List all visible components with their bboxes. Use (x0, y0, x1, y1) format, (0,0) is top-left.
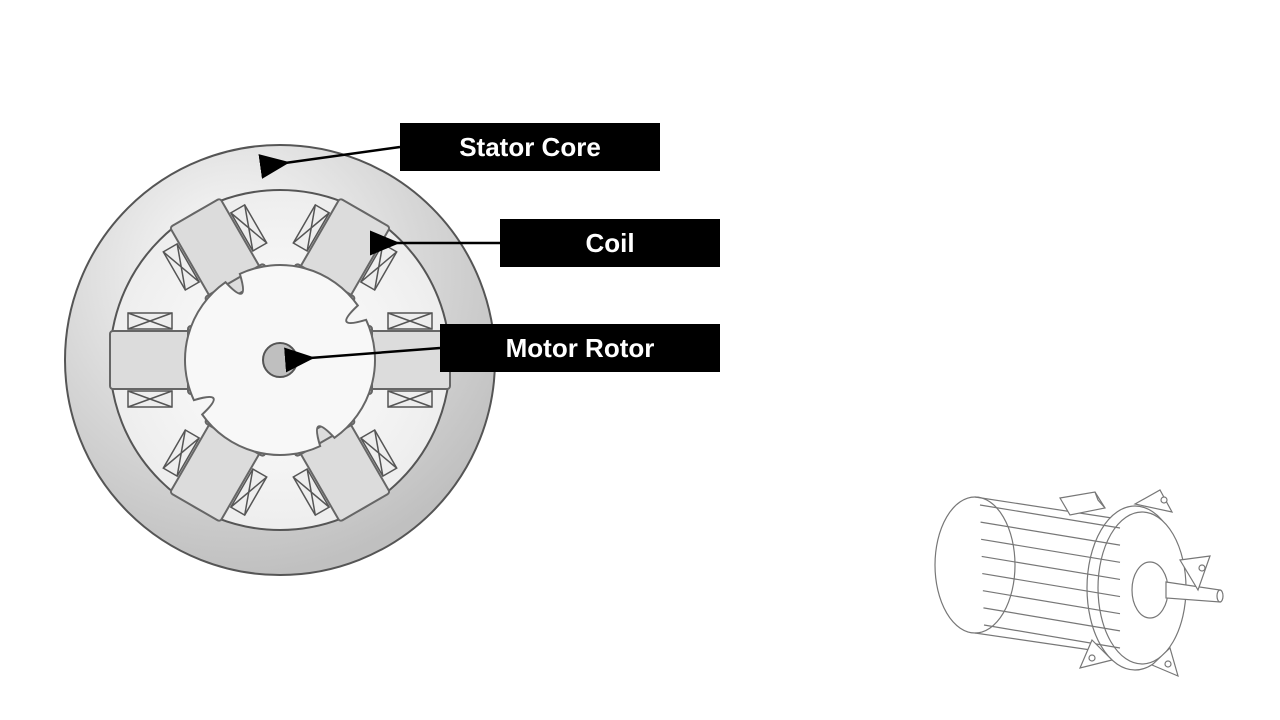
motor-3d-sketch (920, 460, 1250, 690)
label-motor-rotor: Motor Rotor (440, 324, 720, 372)
label-stator-core: Stator Core (400, 123, 660, 171)
label-coil: Coil (500, 219, 720, 267)
